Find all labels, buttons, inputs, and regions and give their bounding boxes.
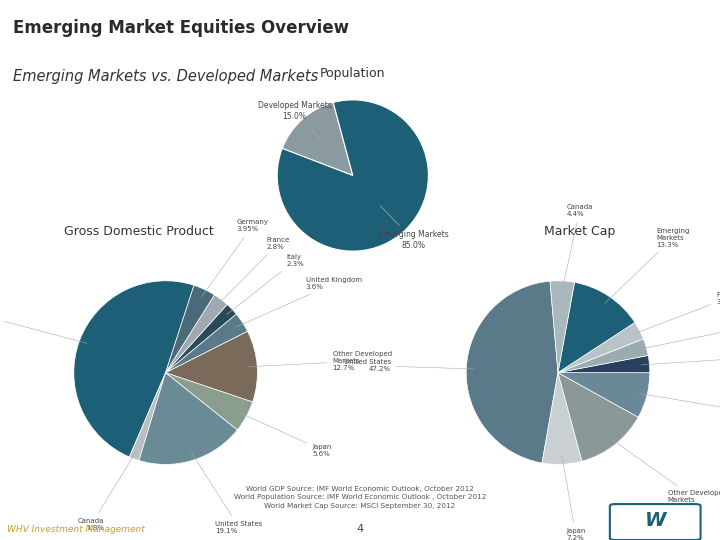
Text: WHV Investment Management: WHV Investment Management: [7, 525, 145, 534]
Text: Emerging Markets vs. Developed Markets: Emerging Markets vs. Developed Markets: [13, 70, 318, 84]
Title: Gross Domestic Product: Gross Domestic Product: [64, 225, 213, 238]
Text: Emerging Markets
85.0%: Emerging Markets 85.0%: [379, 206, 449, 250]
Text: Canada
1.8%: Canada 1.8%: [78, 451, 136, 531]
Wedge shape: [166, 314, 248, 373]
Wedge shape: [467, 281, 558, 463]
FancyBboxPatch shape: [610, 504, 701, 540]
Wedge shape: [558, 322, 644, 373]
Text: United Kingdom
8.3%: United Kingdom 8.3%: [639, 394, 720, 420]
Text: W: W: [644, 511, 666, 530]
Text: Emerging
Markets
48.9%: Emerging Markets 48.9%: [0, 306, 87, 343]
Text: Germany
3.95%: Germany 3.95%: [202, 219, 269, 297]
Text: Canada
4.4%: Canada 4.4%: [562, 204, 593, 289]
Text: France
2.8%: France 2.8%: [217, 237, 290, 306]
Text: Emerging
Markets
13.3%: Emerging Markets 13.3%: [605, 228, 690, 303]
Text: Japan
7.2%: Japan 7.2%: [562, 456, 585, 540]
Text: Developed Markets
15.0%: Developed Markets 15.0%: [258, 101, 332, 140]
Wedge shape: [558, 373, 649, 417]
Wedge shape: [558, 339, 648, 373]
Text: Other Developed
Markets
13.1%: Other Developed Markets 13.1%: [610, 438, 720, 510]
Wedge shape: [277, 100, 428, 251]
Wedge shape: [166, 331, 257, 402]
Wedge shape: [542, 373, 582, 464]
Wedge shape: [282, 103, 353, 176]
Text: France
3.3%: France 3.3%: [633, 292, 720, 334]
Text: Japan
5.6%: Japan 5.6%: [239, 413, 332, 457]
Text: United Kingdom
3.6%: United Kingdom 3.6%: [236, 278, 361, 327]
Wedge shape: [558, 373, 638, 461]
Text: Italy
2.3%: Italy 2.3%: [226, 254, 305, 315]
Wedge shape: [166, 373, 253, 430]
Wedge shape: [130, 373, 166, 461]
Text: United States
47.2%: United States 47.2%: [343, 359, 474, 372]
Wedge shape: [166, 295, 228, 373]
Text: Emerging Market Equities Overview: Emerging Market Equities Overview: [13, 19, 349, 37]
Text: Germany
3.1%: Germany 3.1%: [639, 321, 720, 349]
Wedge shape: [558, 282, 635, 373]
Wedge shape: [166, 285, 215, 373]
Wedge shape: [166, 305, 236, 373]
Title: Market Cap: Market Cap: [544, 225, 616, 238]
Text: World GDP Source: IMF World Economic Outlook, October 2012
World Population Sour: World GDP Source: IMF World Economic Out…: [234, 486, 486, 509]
Wedge shape: [558, 355, 649, 373]
Wedge shape: [550, 281, 575, 373]
Text: United States
19.1%: United States 19.1%: [191, 453, 263, 534]
Text: 4: 4: [356, 524, 364, 534]
Wedge shape: [74, 281, 194, 457]
Wedge shape: [139, 373, 238, 464]
Title: Population: Population: [320, 67, 385, 80]
Text: Switzerland
3.1%: Switzerland 3.1%: [642, 351, 720, 365]
Text: Other Developed
Markets
12.7%: Other Developed Markets 12.7%: [249, 351, 392, 371]
